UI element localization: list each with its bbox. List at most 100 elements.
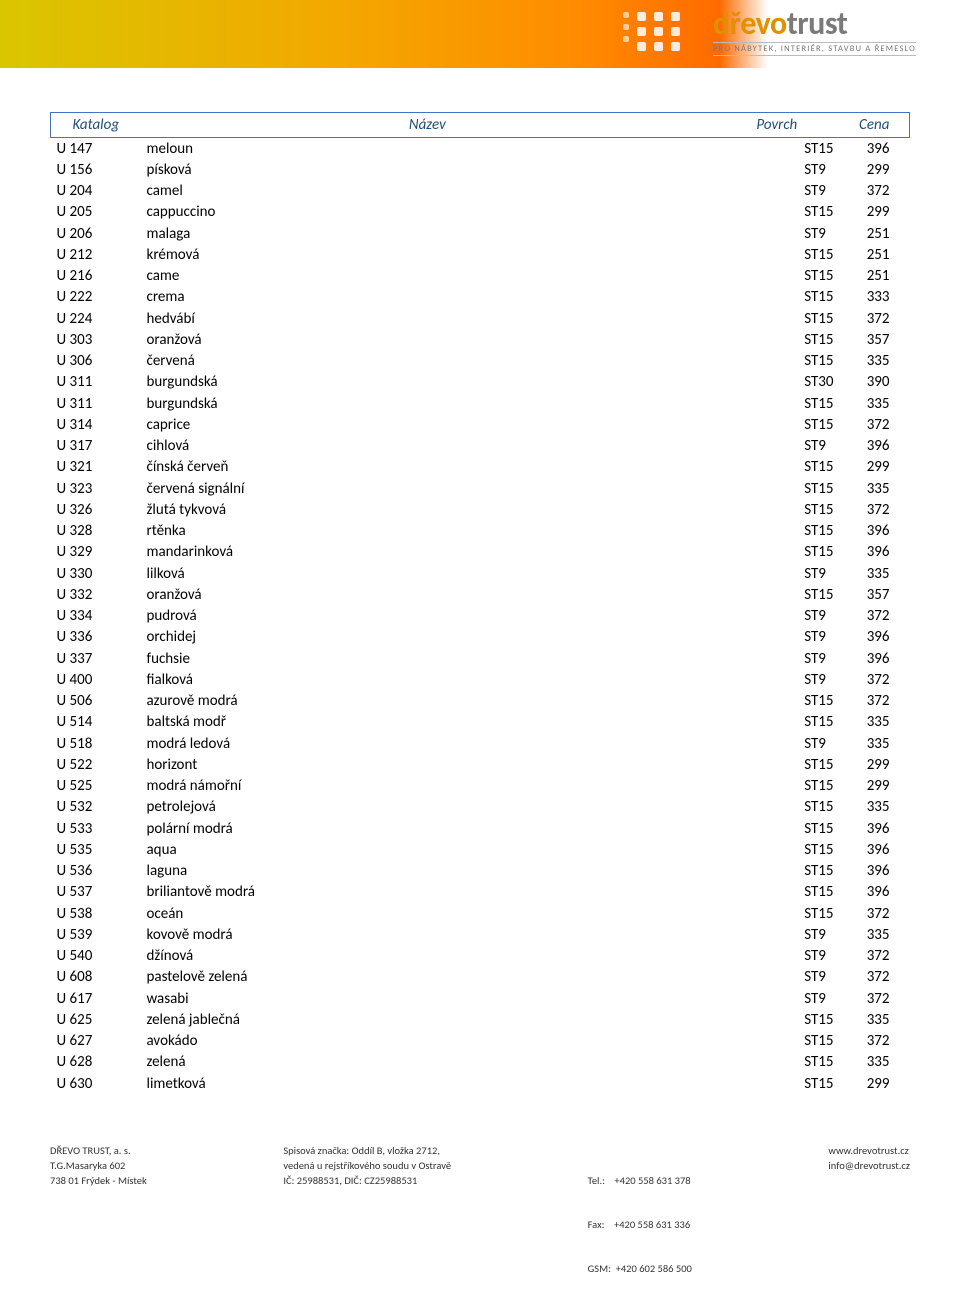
cell-cena: 372 bbox=[840, 903, 910, 924]
cell-povrch: ST15 bbox=[714, 1031, 839, 1052]
cell-cena: 299 bbox=[840, 159, 910, 180]
th-cena: Cena bbox=[840, 113, 910, 138]
cell-katalog: U 518 bbox=[51, 733, 141, 754]
cell-cena: 335 bbox=[840, 712, 910, 733]
cell-katalog: U 536 bbox=[51, 861, 141, 882]
cell-katalog: U 532 bbox=[51, 797, 141, 818]
cell-nazev: mandarinková bbox=[141, 542, 715, 563]
cell-povrch: ST9 bbox=[714, 563, 839, 584]
cell-nazev: hedvábí bbox=[141, 308, 715, 329]
cell-cena: 335 bbox=[840, 563, 910, 584]
table-row: U 303oranžováST15357 bbox=[51, 329, 910, 350]
cell-povrch: ST9 bbox=[714, 606, 839, 627]
cell-cena: 251 bbox=[840, 266, 910, 287]
cell-katalog: U 336 bbox=[51, 627, 141, 648]
cell-katalog: U 400 bbox=[51, 669, 141, 690]
cell-nazev: modrá ledová bbox=[141, 733, 715, 754]
cell-katalog: U 206 bbox=[51, 223, 141, 244]
cell-katalog: U 303 bbox=[51, 329, 141, 350]
page-header: dřevotrust PRO NÁBYTEK, INTERIÉR, STAVBU… bbox=[0, 0, 960, 68]
cell-nazev: polární modrá bbox=[141, 818, 715, 839]
cell-cena: 251 bbox=[840, 223, 910, 244]
cell-cena: 372 bbox=[840, 499, 910, 520]
footer-registry-2: vedená u rejstříkového soudu v Ostravě bbox=[283, 1159, 451, 1174]
cell-katalog: U 630 bbox=[51, 1073, 141, 1094]
cell-cena: 372 bbox=[840, 181, 910, 202]
table-row: U 224hedvábíST15372 bbox=[51, 308, 910, 329]
cell-povrch: ST15 bbox=[714, 1073, 839, 1094]
table-row: U 539kovově modráST9335 bbox=[51, 924, 910, 945]
cell-katalog: U 522 bbox=[51, 754, 141, 775]
cell-cena: 372 bbox=[840, 669, 910, 690]
table-row: U 311burgundskáST15335 bbox=[51, 393, 910, 414]
table-row: U 506azurově modráST15372 bbox=[51, 691, 910, 712]
footer-tel: Tel.: +420 558 631 378 bbox=[588, 1174, 692, 1189]
cell-katalog: U 216 bbox=[51, 266, 141, 287]
logo-wordmark: dřevotrust bbox=[713, 8, 916, 40]
cell-povrch: ST9 bbox=[714, 669, 839, 690]
cell-nazev: krémová bbox=[141, 244, 715, 265]
cell-nazev: oranžová bbox=[141, 329, 715, 350]
cell-nazev: písková bbox=[141, 159, 715, 180]
cell-povrch: ST15 bbox=[714, 691, 839, 712]
cell-katalog: U 540 bbox=[51, 946, 141, 967]
cell-povrch: ST15 bbox=[714, 818, 839, 839]
th-katalog: Katalog bbox=[51, 113, 141, 138]
main-content: Katalog Název Povrch Cena U 147melounST1… bbox=[0, 68, 960, 1094]
cell-cena: 335 bbox=[840, 797, 910, 818]
cell-katalog: U 311 bbox=[51, 372, 141, 393]
cell-povrch: ST15 bbox=[714, 499, 839, 520]
table-row: U 536lagunaST15396 bbox=[51, 861, 910, 882]
cell-cena: 372 bbox=[840, 946, 910, 967]
cell-nazev: azurově modrá bbox=[141, 691, 715, 712]
table-row: U 540džínováST9372 bbox=[51, 946, 910, 967]
cell-nazev: orchidej bbox=[141, 627, 715, 648]
page-footer: DŘEVO TRUST, a. s. T.G.Masaryka 602 738 … bbox=[0, 1132, 960, 1312]
cell-povrch: ST15 bbox=[714, 287, 839, 308]
table-row: U 212krémováST15251 bbox=[51, 244, 910, 265]
cell-nazev: burgundská bbox=[141, 372, 715, 393]
table-row: U 537briliantově modráST15396 bbox=[51, 882, 910, 903]
table-row: U 617wasabiST9372 bbox=[51, 988, 910, 1009]
cell-nazev: červená signální bbox=[141, 478, 715, 499]
cell-katalog: U 314 bbox=[51, 414, 141, 435]
cell-katalog: U 628 bbox=[51, 1052, 141, 1073]
cell-cena: 357 bbox=[840, 329, 910, 350]
cell-povrch: ST9 bbox=[714, 967, 839, 988]
cell-cena: 396 bbox=[840, 542, 910, 563]
cell-katalog: U 627 bbox=[51, 1031, 141, 1052]
cell-nazev: cappuccino bbox=[141, 202, 715, 223]
cell-nazev: horizont bbox=[141, 754, 715, 775]
cell-cena: 372 bbox=[840, 967, 910, 988]
cell-katalog: U 224 bbox=[51, 308, 141, 329]
th-nazev: Název bbox=[141, 113, 715, 138]
footer-email: info@drevotrust.cz bbox=[828, 1159, 910, 1174]
table-header-row: Katalog Název Povrch Cena bbox=[51, 113, 910, 138]
table-row: U 627avokádoST15372 bbox=[51, 1031, 910, 1052]
cell-cena: 251 bbox=[840, 244, 910, 265]
cell-povrch: ST9 bbox=[714, 946, 839, 967]
table-row: U 625zelená jablečnáST15335 bbox=[51, 1009, 910, 1030]
cell-povrch: ST9 bbox=[714, 648, 839, 669]
cell-cena: 372 bbox=[840, 988, 910, 1009]
cell-katalog: U 328 bbox=[51, 521, 141, 542]
table-row: U 535aquaST15396 bbox=[51, 839, 910, 860]
table-row: U 337fuchsieST9396 bbox=[51, 648, 910, 669]
cell-povrch: ST9 bbox=[714, 223, 839, 244]
cell-katalog: U 212 bbox=[51, 244, 141, 265]
cell-povrch: ST15 bbox=[714, 308, 839, 329]
table-row: U 321čínská červeňST15299 bbox=[51, 457, 910, 478]
cell-katalog: U 525 bbox=[51, 776, 141, 797]
cell-cena: 396 bbox=[840, 521, 910, 542]
cell-katalog: U 306 bbox=[51, 351, 141, 372]
cell-katalog: U 608 bbox=[51, 967, 141, 988]
cell-cena: 396 bbox=[840, 648, 910, 669]
cell-cena: 396 bbox=[840, 861, 910, 882]
cell-nazev: baltská modř bbox=[141, 712, 715, 733]
cell-povrch: ST15 bbox=[714, 244, 839, 265]
table-row: U 332oranžováST15357 bbox=[51, 584, 910, 605]
cell-povrch: ST9 bbox=[714, 733, 839, 754]
cell-nazev: červená bbox=[141, 351, 715, 372]
table-row: U 222cremaST15333 bbox=[51, 287, 910, 308]
cell-nazev: caprice bbox=[141, 414, 715, 435]
